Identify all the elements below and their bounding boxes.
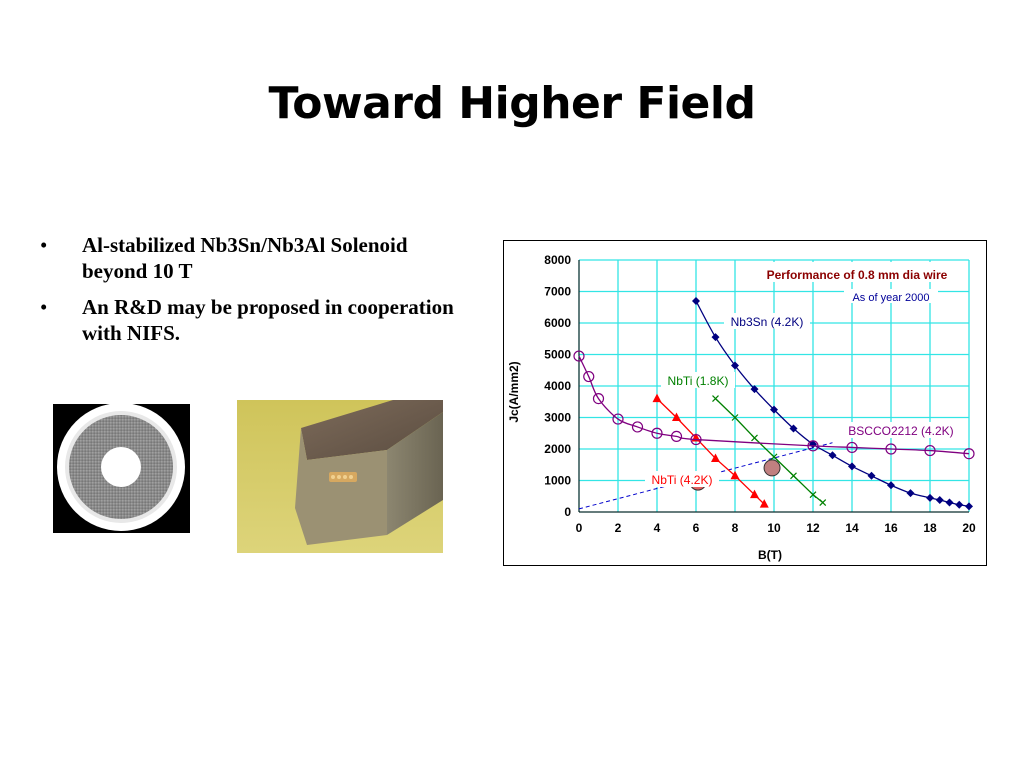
series-line	[715, 398, 824, 504]
data-point	[711, 333, 720, 342]
data-point	[711, 453, 720, 462]
data-point	[965, 502, 973, 511]
y-tick-label: 4000	[544, 379, 571, 393]
series-line	[656, 398, 765, 505]
wire-cross-section-photo	[53, 403, 190, 533]
data-point	[935, 496, 944, 505]
x-tick-label: 18	[923, 521, 937, 535]
y-tick-label: 6000	[544, 316, 571, 330]
chart-svg: 0 2 4 6 8 10 12 14 16 18 20 0 1000 2000 3000 4000 5000 60…	[507, 253, 976, 562]
data-point	[750, 489, 759, 499]
bullet-list: • Al-stabilized Nb3Sn/Nb3Al Solenoid bey…	[40, 232, 460, 356]
data-point	[963, 448, 975, 460]
y-tick-label: 5000	[544, 348, 571, 362]
series-label-bscco: BSCCO2212 (4.2K)	[848, 424, 953, 438]
highlight-point	[763, 459, 781, 477]
slide-title: Toward Higher Field	[268, 78, 756, 129]
data-point	[926, 493, 934, 502]
series-label-nbti-4-2k: NbTi (4.2K)	[652, 473, 713, 487]
x-tick-label: 14	[845, 521, 859, 535]
bullet-dot-icon: •	[40, 295, 48, 319]
data-point	[592, 393, 605, 405]
bullet-item: • An R&D may be proposed in cooperation …	[40, 294, 460, 346]
data-point	[583, 370, 595, 383]
y-tick-label: 0	[564, 505, 571, 519]
data-point	[751, 434, 758, 442]
y-tick-label: 1000	[544, 474, 571, 488]
x-tick-label: 2	[615, 521, 622, 535]
x-tick-label: 4	[654, 521, 661, 535]
x-tick-label: 10	[767, 521, 781, 535]
label-backing	[661, 372, 735, 388]
data-point	[672, 412, 681, 421]
data-point	[867, 471, 876, 480]
y-tick-label: 3000	[544, 411, 571, 425]
jc-vs-field-chart: 0 2 4 6 8 10 12 14 16 18 20 0 1000 2000 3000 4000 5000 60…	[503, 240, 987, 566]
data-point	[828, 451, 837, 460]
data-point	[692, 296, 700, 305]
subtitle-backing	[844, 289, 938, 303]
series-line	[578, 355, 970, 455]
data-point	[759, 499, 769, 508]
y-tick-label: 7000	[544, 285, 571, 299]
bullet-text: An R&D may be proposed in cooperation wi…	[82, 295, 454, 345]
chart-title: Performance of 0.8 mm dia wire	[767, 268, 948, 282]
data-point	[885, 443, 897, 455]
data-point	[819, 499, 827, 506]
data-point	[789, 424, 798, 433]
plot-frame	[578, 260, 969, 513]
data-point	[924, 444, 936, 457]
chart-series	[573, 296, 975, 511]
x-tick-label: 0	[576, 521, 583, 535]
series-label-nb3sn: Nb3Sn (4.2K)	[731, 315, 804, 329]
x-tick-label: 12	[806, 521, 820, 535]
chart-ticks: 0 2 4 6 8 10 12 14 16 18 20 0 1000 2000 3000 4000 5000 60…	[544, 253, 976, 535]
label-backing	[724, 313, 810, 329]
data-point	[790, 472, 797, 480]
y-tick-label: 8000	[544, 253, 571, 267]
data-point	[809, 491, 817, 499]
data-point	[652, 393, 662, 403]
wire-cross-section-image	[57, 403, 185, 531]
data-point	[807, 440, 819, 452]
data-point	[887, 481, 895, 490]
data-point	[670, 430, 683, 442]
conductor-sample-image	[237, 400, 443, 553]
data-point	[731, 361, 739, 370]
data-point	[690, 433, 702, 446]
series-label-nbti-1-8k: NbTi (1.8K)	[668, 374, 729, 388]
bullet-dot-icon: •	[40, 233, 48, 257]
bullet-text: Al-stabilized Nb3Sn/Nb3Al Solenoid beyon…	[82, 233, 408, 283]
data-point	[846, 441, 858, 454]
trend-dashed-line	[578, 442, 833, 510]
x-tick-label: 20	[962, 521, 976, 535]
y-axis-label: Jc(A/mm2)	[507, 361, 521, 422]
data-point	[770, 453, 778, 461]
x-tick-label: 8	[732, 521, 739, 535]
label-backing	[838, 422, 964, 438]
data-point	[906, 489, 915, 498]
conductor-sample-photo	[237, 400, 443, 553]
data-point	[945, 498, 954, 507]
data-point	[750, 385, 759, 394]
bullet-item: • Al-stabilized Nb3Sn/Nb3Al Solenoid bey…	[40, 232, 460, 284]
x-tick-label: 6	[693, 521, 700, 535]
x-axis-label: B(T)	[758, 548, 782, 562]
data-point	[651, 427, 663, 439]
data-point	[848, 462, 856, 471]
data-point	[955, 500, 964, 509]
data-point	[631, 421, 644, 433]
data-point	[612, 413, 624, 425]
y-tick-label: 2000	[544, 442, 571, 456]
data-point	[730, 470, 740, 480]
data-point	[573, 350, 585, 362]
chart-subtitle: As of year 2000	[852, 292, 929, 304]
x-tick-label: 16	[884, 521, 898, 535]
data-point	[731, 414, 739, 421]
label-backing	[645, 471, 719, 487]
data-point	[712, 395, 719, 403]
data-point	[770, 405, 778, 414]
title-backing	[748, 262, 966, 282]
